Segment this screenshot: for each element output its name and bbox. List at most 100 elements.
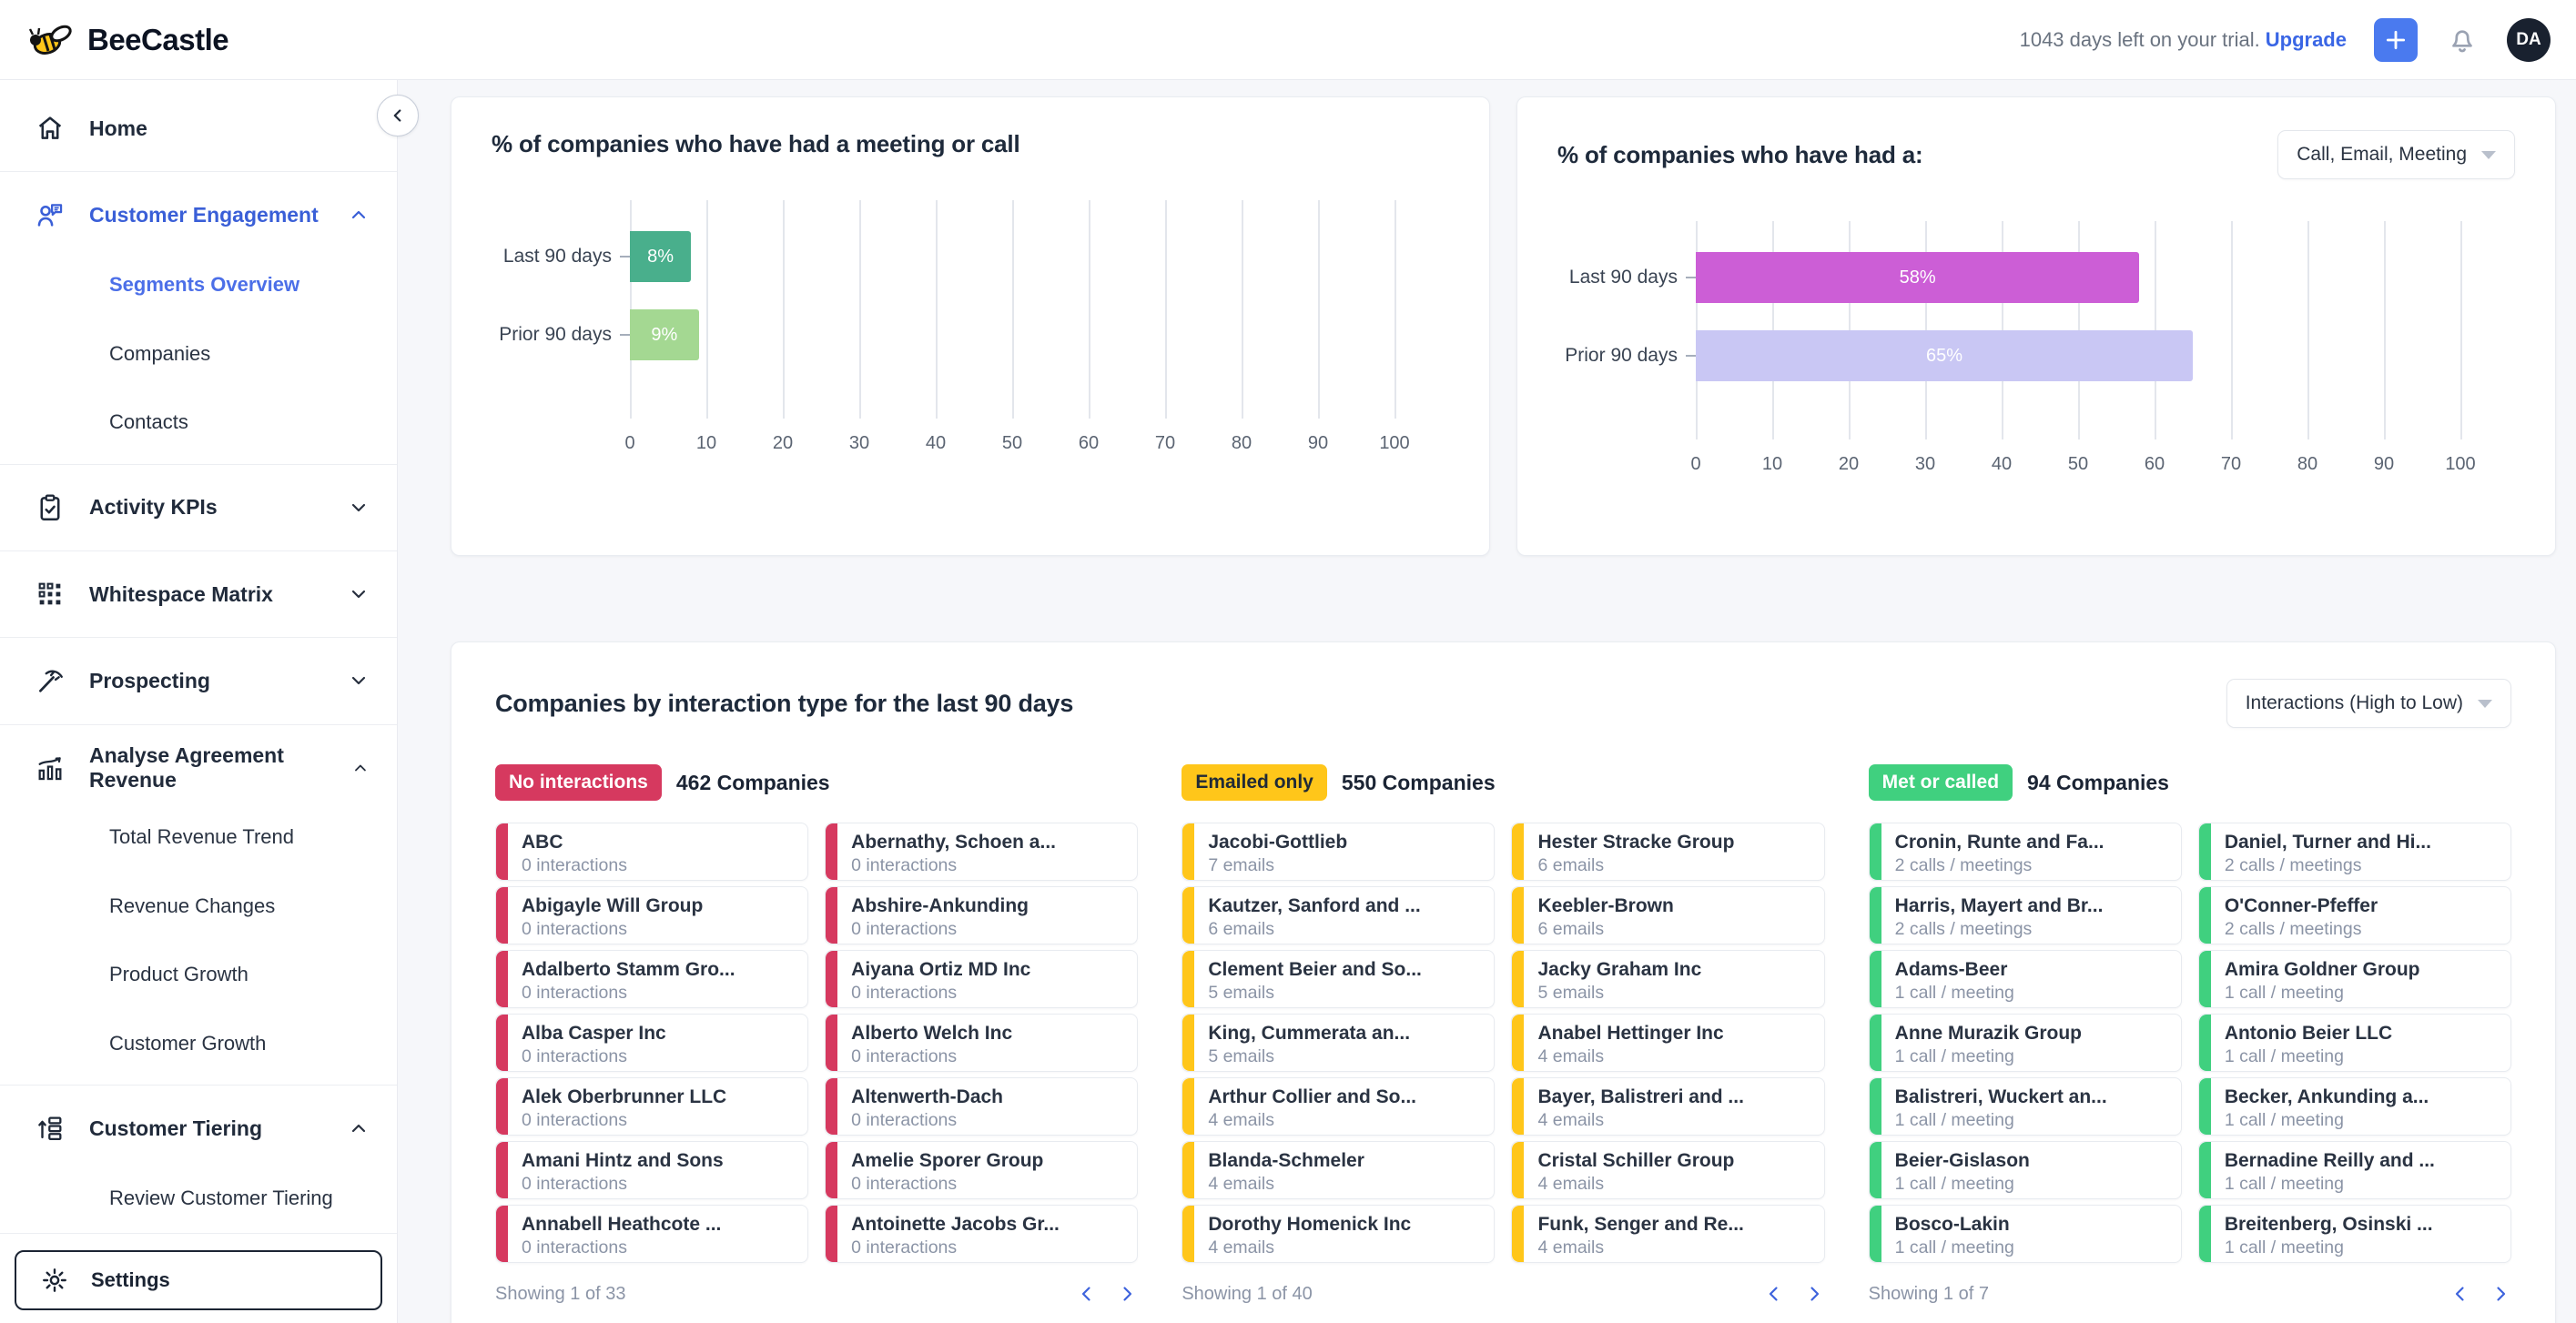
company-card[interactable]: Jacobi-Gottlieb 7 emails — [1182, 823, 1496, 881]
divider — [0, 723, 397, 725]
company-card[interactable]: Funk, Senger and Re... 4 emails — [1511, 1205, 1825, 1263]
company-card[interactable]: Altenwerth-Dach 0 interactions — [825, 1077, 1139, 1136]
company-interactions: 1 call / meeting — [1894, 1046, 2014, 1067]
sidebar-item-activity-kpis[interactable]: Activity KPIs — [0, 472, 397, 543]
home-icon — [38, 116, 62, 140]
company-card-list: Cronin, Runte and Fa... 2 calls / meetin… — [1868, 823, 2511, 1263]
sidebar-item-prospecting[interactable]: Prospecting — [0, 645, 397, 716]
next-page-button[interactable] — [2490, 1283, 2511, 1305]
prev-page-button[interactable] — [1076, 1283, 1098, 1305]
pagination-status: Showing 1 of 40 — [1182, 1283, 1313, 1304]
company-name: Antonio Beier LLC — [2224, 1023, 2393, 1044]
company-card[interactable]: Balistreri, Wuckert an... 1 call / meeti… — [1868, 1077, 2182, 1136]
company-interactions: 4 emails — [1537, 1237, 1605, 1258]
company-name: Amira Goldner Group — [2224, 959, 2420, 980]
topbar: BeeCastle 1043 days left on your trial. U… — [0, 0, 2576, 80]
company-card[interactable]: Clement Beier and So... 5 emails — [1182, 950, 1496, 1008]
company-card[interactable]: Bosco-Lakin 1 call / meeting — [1868, 1205, 2182, 1263]
company-card[interactable]: Antonio Beier LLC 1 call / meeting — [2197, 1014, 2511, 1072]
company-card[interactable]: Bernadine Reilly and ... 1 call / meetin… — [2197, 1141, 2511, 1199]
company-card[interactable]: Antoinette Jacobs Gr... 0 interactions — [825, 1205, 1139, 1263]
company-card[interactable]: Bayer, Balistreri and ... 4 emails — [1511, 1077, 1825, 1136]
notifications-button[interactable] — [2445, 23, 2480, 57]
company-card[interactable]: Daniel, Turner and Hi... 2 calls / meeti… — [2197, 823, 2511, 881]
bar-value-label: 8% — [647, 246, 674, 267]
company-card[interactable]: Breitenberg, Osinski ... 1 call / meetin… — [2197, 1205, 2511, 1263]
company-card[interactable]: Keebler-Brown 6 emails — [1511, 886, 1825, 944]
sidebar-collapse-button[interactable] — [377, 95, 419, 136]
company-card[interactable]: Kautzer, Sanford and ... 6 emails — [1182, 886, 1496, 944]
company-card[interactable]: Arthur Collier and So... 4 emails — [1182, 1077, 1496, 1136]
company-card[interactable]: Abernathy, Schoen a... 0 interactions — [825, 823, 1139, 881]
sidebar-item-contacts[interactable]: Contacts — [109, 410, 188, 433]
card-accent — [2198, 1206, 2211, 1262]
interaction-type-dropdown[interactable]: Call, Email, Meeting — [2277, 130, 2515, 179]
company-card[interactable]: Cronin, Runte and Fa... 2 calls / meetin… — [1868, 823, 2182, 881]
company-card[interactable]: Amani Hintz and Sons 0 interactions — [495, 1141, 809, 1199]
company-card[interactable]: Cristal Schiller Group 4 emails — [1511, 1141, 1825, 1199]
company-card[interactable]: Adams-Beer 1 call / meeting — [1868, 950, 2182, 1008]
company-card[interactable]: Beier-Gislason 1 call / meeting — [1868, 1141, 2182, 1199]
sidebar-item-companies[interactable]: Companies — [109, 341, 211, 365]
company-card[interactable]: O'Conner-Pfeffer 2 calls / meetings — [2197, 886, 2511, 944]
company-name: Clement Beier and So... — [1208, 959, 1422, 980]
sort-dropdown[interactable]: Interactions (High to Low) — [2226, 679, 2511, 728]
company-card[interactable]: ABC 0 interactions — [495, 823, 809, 881]
company-interactions: 0 interactions — [522, 983, 627, 1004]
avatar[interactable]: DA — [2507, 17, 2551, 62]
prev-page-button[interactable] — [1763, 1283, 1785, 1305]
sidebar-item-home[interactable]: Home — [0, 93, 397, 164]
company-card[interactable]: Alek Oberbrunner LLC 0 interactions — [495, 1077, 809, 1136]
sidebar-item-review-customer-tiering[interactable]: Review Customer Tiering — [109, 1187, 333, 1210]
sidebar-item-total-revenue-trend[interactable]: Total Revenue Trend — [109, 825, 295, 849]
company-card[interactable]: Alberto Welch Inc 0 interactions — [825, 1014, 1139, 1072]
company-card[interactable]: Aiyana Ortiz MD Inc 0 interactions — [825, 950, 1139, 1008]
company-card[interactable]: Abigayle Will Group 0 interactions — [495, 886, 809, 944]
company-card[interactable]: Abshire-Ankunding 0 interactions — [825, 886, 1139, 944]
sidebar-item-product-growth[interactable]: Product Growth — [109, 963, 248, 986]
brand[interactable]: BeeCastle — [27, 20, 229, 60]
company-name: Breitenberg, Osinski ... — [2224, 1214, 2433, 1235]
company-name: Daniel, Turner and Hi... — [2224, 832, 2431, 853]
company-card[interactable]: Anabel Hettinger Inc 4 emails — [1511, 1014, 1825, 1072]
company-card[interactable]: Hester Stracke Group 6 emails — [1511, 823, 1825, 881]
company-name: Annabell Heathcote ... — [522, 1214, 722, 1235]
card-accent — [2198, 823, 2211, 880]
company-card[interactable]: Anne Murazik Group 1 call / meeting — [1868, 1014, 2182, 1072]
chart-title: % of companies who have had a: — [1557, 140, 1923, 168]
company-name: King, Cummerata an... — [1208, 1023, 1411, 1044]
company-card[interactable]: King, Cummerata an... 5 emails — [1182, 1014, 1496, 1072]
sidebar-item-revenue-changes[interactable]: Revenue Changes — [109, 894, 276, 917]
company-interactions: 5 emails — [1208, 983, 1274, 1004]
company-card[interactable]: Becker, Ankunding a... 1 call / meeting — [2197, 1077, 2511, 1136]
company-card[interactable]: Jacky Graham Inc 5 emails — [1511, 950, 1825, 1008]
add-button[interactable] — [2374, 17, 2418, 62]
company-card[interactable]: Alba Casper Inc 0 interactions — [495, 1014, 809, 1072]
company-card[interactable]: Dorothy Homenick Inc 4 emails — [1182, 1205, 1496, 1263]
bar-prior-90-days: 65% — [1696, 330, 2193, 381]
company-card[interactable]: Harris, Mayert and Br... 2 calls / meeti… — [1868, 886, 2182, 944]
next-page-button[interactable] — [1116, 1283, 1138, 1305]
company-card[interactable]: Blanda-Schmeler 4 emails — [1182, 1141, 1496, 1199]
sidebar-item-customer-tiering[interactable]: Customer Tiering — [0, 1093, 397, 1164]
sidebar-item-whitespace-matrix[interactable]: Whitespace Matrix — [0, 559, 397, 630]
company-card[interactable]: Amelie Sporer Group 0 interactions — [825, 1141, 1139, 1199]
chevron-down-icon — [351, 503, 366, 511]
company-name: Alberto Welch Inc — [851, 1023, 1013, 1044]
sidebar-item-customer-engagement[interactable]: Customer Engagement — [0, 179, 397, 250]
company-card[interactable]: Amira Goldner Group 1 call / meeting — [2197, 950, 2511, 1008]
sidebar-item-customer-growth[interactable]: Customer Growth — [109, 1031, 267, 1055]
sidebar-item-analyse-agreement-revenue[interactable]: Analyse Agreement Revenue — [0, 732, 397, 803]
card-accent — [2198, 1142, 2211, 1198]
settings-button[interactable]: Settings — [15, 1250, 382, 1310]
upgrade-link[interactable]: Upgrade — [2265, 27, 2347, 51]
card-accent — [1182, 1142, 1195, 1198]
company-name: Becker, Ankunding a... — [2224, 1086, 2429, 1107]
prev-page-button[interactable] — [2449, 1283, 2471, 1305]
company-interactions: 4 emails — [1208, 1110, 1274, 1131]
next-page-button[interactable] — [1803, 1283, 1825, 1305]
company-card[interactable]: Adalberto Stamm Gro... 0 interactions — [495, 950, 809, 1008]
sidebar-item-segments-overview[interactable]: Segments Overview — [109, 273, 300, 297]
company-card[interactable]: Annabell Heathcote ... 0 interactions — [495, 1205, 809, 1263]
sidebar-item-label: Prospecting — [89, 668, 210, 692]
